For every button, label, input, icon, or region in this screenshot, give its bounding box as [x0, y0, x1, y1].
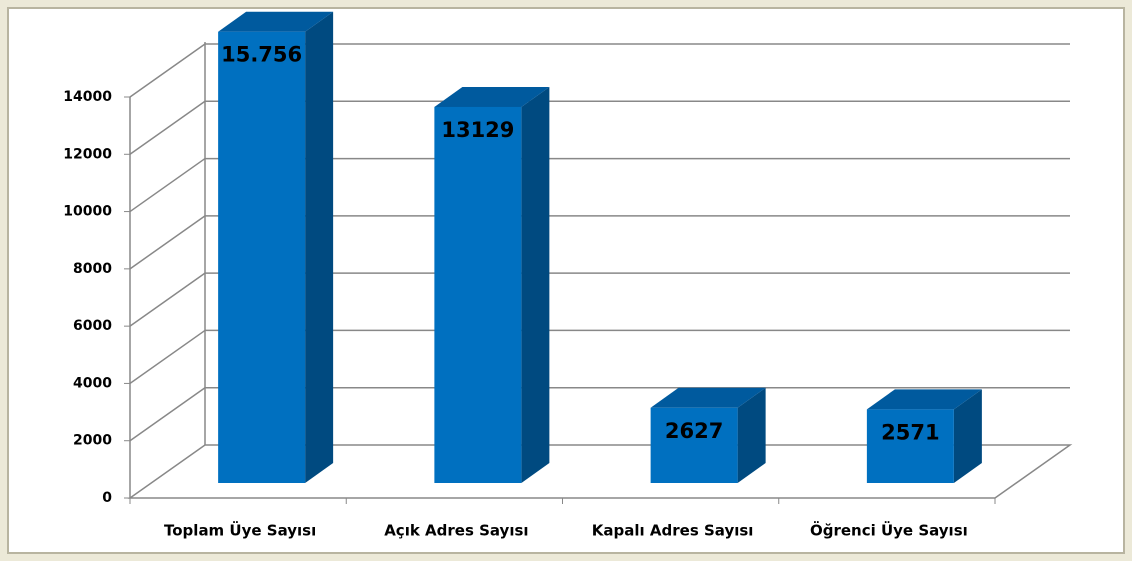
bar [650, 407, 738, 483]
y-tick-label: 12000 [63, 146, 112, 162]
y-tick-label: 2000 [73, 433, 112, 449]
bar-side [737, 387, 766, 483]
x-tick-label: Kapalı Adres Sayısı [592, 522, 754, 540]
data-label: 13129 [441, 118, 514, 142]
bar [218, 31, 306, 483]
bar [434, 106, 522, 483]
x-tick-label: Açık Adres Sayısı [384, 522, 528, 540]
grid-line [129, 100, 206, 155]
y-tick-label: 10000 [63, 204, 112, 220]
grid-line [129, 157, 206, 213]
grid-line [129, 43, 206, 98]
grid-line [129, 272, 206, 327]
data-label: 2571 [881, 420, 939, 444]
bar-top [866, 389, 982, 410]
floor [127, 444, 1073, 499]
y-tick-label: 4000 [73, 375, 112, 391]
x-tick-label: Öğrenci Üye Sayısı [810, 521, 968, 540]
y-tick-label: 14000 [63, 89, 112, 105]
grid-line [129, 215, 206, 270]
bar-side [953, 389, 982, 483]
bar-side [305, 11, 334, 483]
y-tick-label: 0 [102, 490, 112, 506]
y-tick-label: 6000 [73, 318, 112, 334]
data-label: 15.756 [221, 43, 302, 67]
bar-side [521, 86, 550, 483]
grid-line [129, 329, 206, 385]
data-label: 2627 [665, 419, 723, 443]
bar [866, 409, 954, 483]
grid-line [129, 387, 206, 442]
x-tick-label: Toplam Üye Sayısı [164, 521, 316, 540]
bar-top [218, 11, 334, 32]
bar-top [434, 86, 550, 107]
bar-top [650, 387, 766, 408]
y-tick-label: 8000 [73, 261, 112, 277]
